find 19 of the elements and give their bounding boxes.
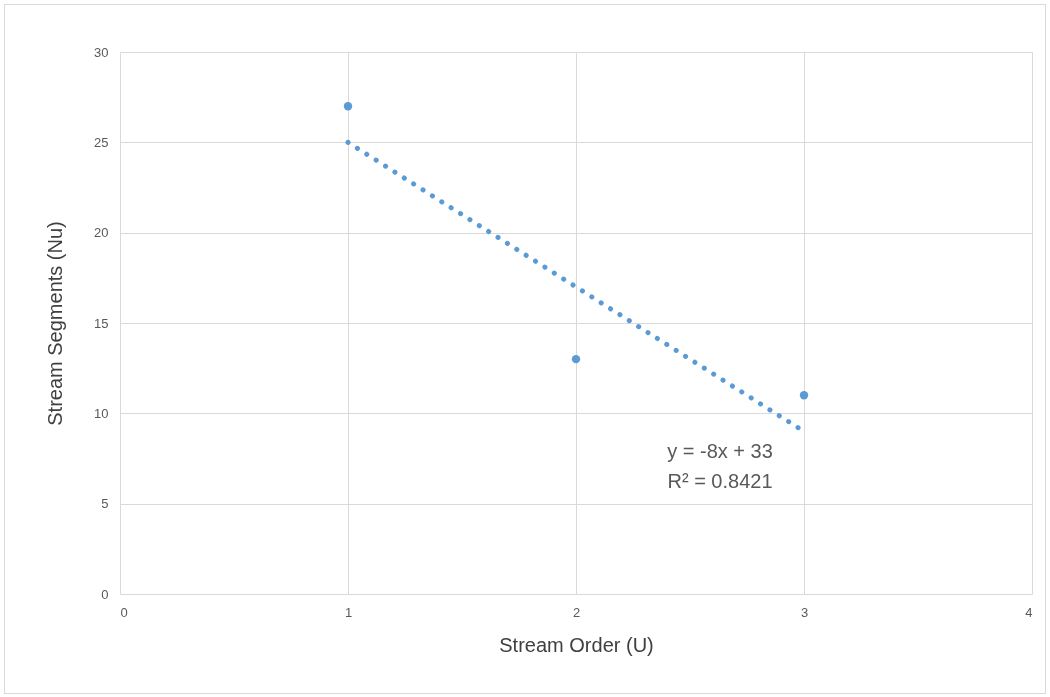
y-tick-label: 5 (101, 496, 109, 512)
annotation: R² = 0.8421 (667, 470, 773, 492)
annotation: y = -8x + 33 (667, 440, 773, 462)
x-tick-label: 4 (1025, 604, 1033, 620)
x-tick-label: 1 (344, 604, 353, 620)
y-tick-label: 15 (94, 315, 109, 331)
y-tick-label: 30 (94, 44, 109, 60)
x-tick-label: 3 (800, 604, 809, 620)
y-tick-label: 10 (94, 405, 109, 421)
y-tick-label: 20 (94, 225, 109, 241)
point (571, 354, 581, 364)
x-tick-label: 0 (120, 604, 128, 620)
y-tick-label: 25 (94, 134, 109, 150)
y-tick-label: 0 (101, 586, 109, 602)
point (799, 391, 809, 400)
point (343, 102, 353, 111)
y-axis-title: Stream Segments (Nu) (44, 221, 67, 426)
x-axis-title: Stream Order (U) (499, 633, 654, 656)
x-tick-label: 2 (572, 604, 581, 620)
